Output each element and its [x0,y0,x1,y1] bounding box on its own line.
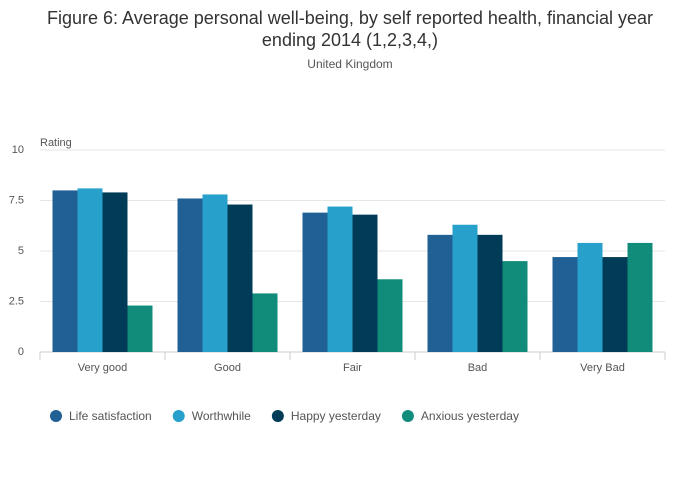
bar [127,305,153,352]
bar [477,234,503,352]
bar [627,242,653,352]
chart-title: Figure 6: Average personal well-being, b… [46,8,654,50]
y-tick-label: 2.5 [9,295,24,307]
x-tick-label: Very Bad [580,362,625,374]
bar [327,206,353,352]
chart-subtitle: United Kingdom [307,57,393,71]
bar [377,279,403,352]
legend-label: Happy yesterday [291,409,381,423]
legend-label: Worthwhile [192,409,251,423]
y-tick-label: 10 [12,144,24,156]
bar [452,224,478,352]
bar [52,190,78,352]
legend-label: Life satisfaction [69,409,152,423]
bar [552,257,578,352]
bar [352,214,378,352]
bar [227,204,253,352]
y-tick-label: 0 [18,346,24,358]
bar [302,212,328,352]
bar [602,257,628,352]
y-axis-label: Rating [40,137,72,149]
legend-label: Anxious yesterday [421,409,519,423]
x-tick-label: Good [214,362,241,374]
bar [102,192,128,352]
x-tick-label: Fair [343,362,362,374]
legend-marker [401,410,414,422]
bar [77,188,103,352]
y-tick-label: 5 [18,245,24,257]
bar [177,198,203,352]
x-tick-label: Very good [78,362,128,374]
legend-marker [172,410,185,422]
bar [577,242,603,352]
bar [202,194,228,352]
bar [502,261,528,352]
bar [252,293,278,352]
legend-marker [50,410,62,422]
legend-marker [271,410,284,422]
y-tick-label: 7.5 [9,194,24,206]
x-tick-label: Bad [468,362,488,374]
bar [427,234,453,352]
